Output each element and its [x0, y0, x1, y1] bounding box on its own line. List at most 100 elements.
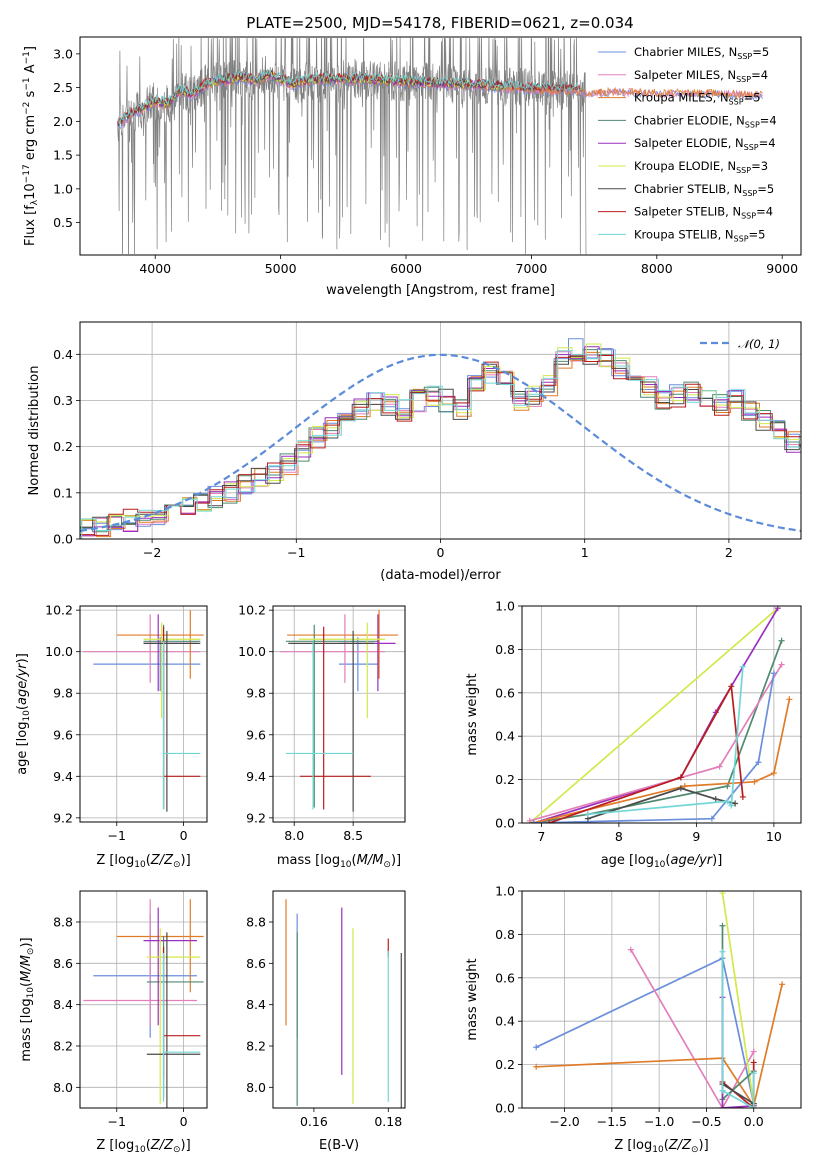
x-tick-label: 8.5 — [343, 828, 363, 843]
point-marker — [584, 811, 591, 818]
legend-label: Salpeter ELODIE, NSSP=4 — [634, 136, 776, 152]
y-tick-label: 2.0 — [53, 114, 73, 129]
x-tick-label: −1 — [108, 828, 126, 843]
label-subscript: 10 — [652, 1145, 664, 1155]
y-tick-label: 0.0 — [495, 1101, 515, 1116]
legend-text: Kroupa ELODIE, N — [634, 159, 736, 173]
x-tick-label: 0.16 — [300, 1114, 328, 1129]
y-tick-label: 0.8 — [495, 927, 515, 942]
plot-frame — [272, 605, 406, 823]
point-marker — [719, 1087, 726, 1094]
label-part: )] — [712, 853, 722, 868]
y-tick-label: 0.8 — [495, 642, 515, 657]
y-tick-label: 1.0 — [495, 599, 515, 614]
x-axis-label: wavelength [Angstrom, rest frame] — [326, 283, 555, 298]
series-line — [721, 893, 755, 1104]
histogram-step-line — [80, 346, 801, 539]
legend-text: =3 — [751, 159, 768, 173]
histogram-step-line — [80, 355, 801, 539]
legend-text: =4 — [760, 113, 777, 127]
y-tick-label: 9.2 — [246, 810, 266, 825]
x-axis-label: Z [log10(Z/Z⊙)] — [614, 1138, 708, 1155]
label-part: )] — [391, 853, 401, 868]
label-subscript: 10 — [654, 860, 666, 870]
label-part: )] — [181, 853, 191, 868]
legend-text: Salpeter STELIB, N — [634, 205, 741, 219]
x-axis-label: (data-model)/error — [380, 568, 501, 583]
legend-text: Salpeter ELODIE, N — [634, 136, 744, 150]
y-axis-label: mass [log10(M/M⊙)] — [19, 937, 36, 1061]
legend-subscript: SSP — [734, 234, 749, 243]
label-part: ( — [665, 853, 670, 868]
label-part: )] — [15, 653, 30, 663]
label-italic: Z/Z — [150, 853, 174, 868]
point-marker — [778, 637, 785, 644]
legend-subscript: SSP — [729, 98, 744, 107]
y-tick-label: 8.6 — [53, 956, 73, 971]
point-marker — [712, 796, 719, 803]
x-tick-label: 4000 — [139, 261, 171, 276]
y-tick-label: 8.8 — [246, 915, 266, 930]
x-tick-label: −1 — [287, 545, 305, 560]
point-marker — [728, 802, 735, 809]
point-marker — [719, 948, 726, 955]
histogram-step-line — [80, 338, 801, 531]
point-marker — [739, 793, 746, 800]
label-script: λ — [30, 199, 40, 205]
label-part: mass [log — [19, 998, 34, 1061]
x-tick-label: 6000 — [390, 261, 422, 276]
label-part: s — [23, 90, 38, 101]
legend-label: Chabrier STELIB, NSSP=5 — [634, 182, 774, 198]
point-marker — [732, 800, 739, 807]
x-tick-label: 2 — [725, 545, 733, 560]
y-tick-label: 0.1 — [53, 485, 73, 500]
label-subscript: 10 — [26, 987, 36, 999]
series-line — [721, 951, 755, 1108]
legend-subscript: SSP — [742, 189, 757, 198]
y-tick-label: 3.0 — [53, 46, 73, 61]
series-line — [536, 984, 783, 1108]
errorbars — [83, 610, 204, 812]
legend-text: =5 — [757, 182, 774, 196]
age-vs-metallicity-panel: −1 09.29.49.69.810.010.2Z [log10(Z/Z⊙)]ag… — [15, 603, 208, 870]
mass-vs-ebv-panel: 0.16 0.18 8.0 8.2 8.4 8.6 8.8 E(B-V) — [246, 890, 406, 1153]
label-subscript: 10 — [340, 860, 352, 870]
point-marker — [677, 785, 684, 792]
series-line — [630, 949, 755, 1108]
legend-text: =4 — [751, 68, 768, 82]
label-subscript: 10 — [134, 1145, 146, 1155]
legend-subscript: SSP — [745, 120, 760, 129]
point-marker — [728, 683, 735, 690]
x-tick-label: 7 — [537, 829, 545, 844]
legend-subscript: SSP — [736, 166, 751, 175]
errorbars — [280, 610, 398, 812]
y-tick-label: 9.2 — [53, 810, 73, 825]
legend-text: Kroupa MILES, N — [634, 91, 729, 105]
label-italic: M/M — [19, 955, 34, 982]
point-marker — [779, 981, 786, 988]
point-marker — [770, 670, 777, 677]
plot-frame — [79, 890, 208, 1109]
y-tick-label: 9.8 — [246, 686, 266, 701]
legend-text: =5 — [752, 45, 769, 59]
label-part: Flux [f — [23, 205, 38, 246]
x-tick-label: 8 — [615, 829, 623, 844]
label-script: −1 — [22, 51, 32, 64]
label-part: )] — [19, 937, 34, 947]
y-tick-label: 9.4 — [246, 769, 266, 784]
legend-text: =5 — [749, 227, 766, 241]
y-tick-label: 0.4 — [495, 729, 515, 744]
errorbars — [83, 899, 204, 1108]
plot-frame — [79, 321, 802, 540]
legend-text: Chabrier ELODIE, N — [634, 113, 745, 127]
point-marker — [719, 922, 726, 929]
label-part: ( — [352, 853, 357, 868]
y-tick-label: 8.4 — [53, 997, 73, 1012]
label-part: )] — [699, 1138, 709, 1153]
label-part: mass [log — [277, 853, 340, 868]
y-tick-label: 0.4 — [495, 1014, 515, 1029]
point-marker — [770, 770, 777, 777]
x-tick-label: 0.0 — [744, 1114, 764, 1129]
plot-frame — [521, 605, 802, 824]
